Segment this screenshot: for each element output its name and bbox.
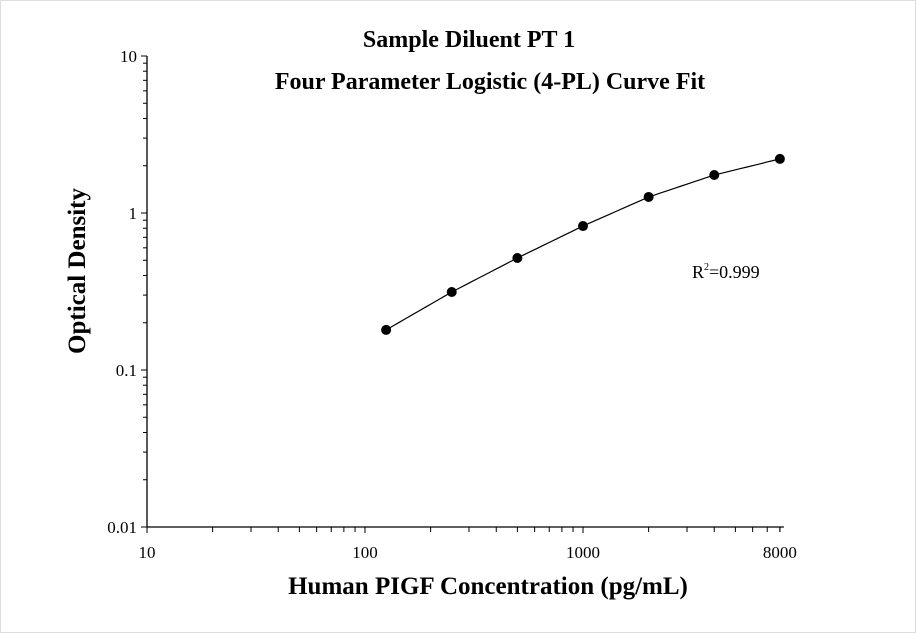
- chart-subtitle: Four Parameter Logistic (4-PL) Curve Fit: [275, 69, 705, 95]
- data-point: [643, 191, 654, 202]
- r-sup: 2: [704, 262, 709, 273]
- chart-title: Sample Diluent PT 1: [363, 27, 575, 53]
- x-tick-label: 8000: [763, 543, 797, 562]
- y-tick-label: 1: [129, 204, 138, 223]
- x-tick-label: 1000: [566, 543, 600, 562]
- data-point: [512, 252, 523, 263]
- axes: 10 100 1000 8000 0.01 0.1 1 10: [107, 47, 797, 562]
- x-axis-label: Human PIGF Concentration (pg/mL): [288, 573, 688, 600]
- data-point: [381, 324, 392, 335]
- data-point: [709, 169, 720, 180]
- y-axis-label: Optical Density: [64, 188, 91, 354]
- data-marks: [381, 153, 785, 335]
- r-squared-annotation: R2=0.999: [692, 262, 760, 282]
- fit-curve: [385, 158, 781, 331]
- r-value: =0.999: [709, 262, 760, 282]
- data-point: [774, 153, 785, 164]
- data-point: [446, 286, 457, 297]
- y-tick-label: 0.1: [116, 361, 137, 380]
- x-tick-label: 100: [352, 543, 378, 562]
- y-tick-label: 0.01: [107, 518, 137, 537]
- data-point: [578, 221, 588, 232]
- x-tick-label: 10: [139, 543, 156, 562]
- y-tick-label: 10: [120, 47, 137, 66]
- r-base: R: [692, 262, 704, 282]
